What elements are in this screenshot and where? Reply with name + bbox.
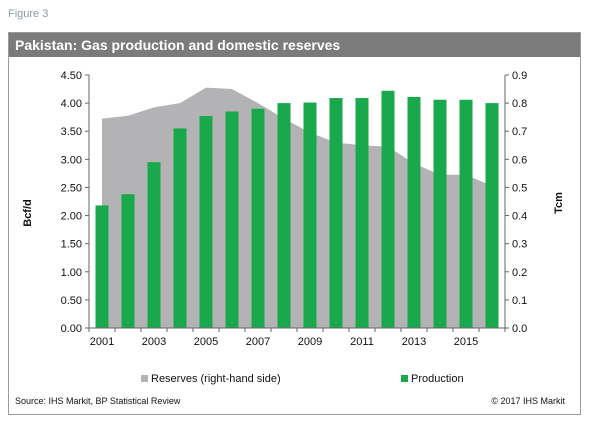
legend-label-production: Production [411, 373, 464, 385]
y-right-tick-label: 0.6 [512, 154, 527, 166]
copyright-note: © 2017 IHS Markit [491, 396, 565, 406]
production-bar-2016 [485, 103, 499, 328]
production-bars-layer [95, 90, 499, 329]
production-bar-2009 [303, 102, 317, 328]
production-bar-2005 [199, 116, 213, 328]
y-right-tick-label: 0.1 [512, 295, 527, 307]
axes-layer [85, 74, 509, 332]
legend-label-reserves: Reserves (right-hand side) [151, 373, 281, 385]
y-left-tick-label: 4.50 [61, 70, 82, 82]
production-bar-2014 [433, 99, 447, 328]
y-left-tick-label: 0.00 [61, 323, 82, 335]
y-left-tick-label: 0.50 [61, 295, 82, 307]
production-bar-2008 [277, 103, 291, 328]
x-tick-label: 2011 [350, 336, 374, 348]
x-tick-label: 2007 [246, 336, 270, 348]
x-tick-label: 2013 [402, 336, 426, 348]
production-bar-2015 [459, 99, 473, 328]
y-left-tick-label: 1.50 [61, 239, 82, 251]
chart-title: Pakistan: Gas production and domestic re… [9, 33, 580, 57]
production-bar-2011 [355, 98, 369, 328]
x-tick-label: 2009 [298, 336, 322, 348]
x-tick-label: 2005 [194, 336, 218, 348]
chart-canvas: 0.00 0.50 1.00 1.50 2.00 2.50 3.00 3.50 4.00 4.50… [15, 70, 565, 406]
source-note: Source: IHS Markit, BP Statistical Revie… [15, 396, 181, 406]
x-tick-label: 2015 [454, 336, 478, 348]
y-left-tick-label: 4.00 [61, 98, 82, 110]
y-left-tick-label: 2.00 [61, 211, 82, 223]
production-bar-2002 [121, 194, 135, 328]
y-right-tick-label: 0.5 [512, 182, 527, 194]
production-bar-2012 [381, 90, 395, 328]
y-right-tick-label: 0.8 [512, 98, 527, 110]
y-left-tick-label: 3.00 [61, 154, 82, 166]
production-bar-2006 [225, 111, 239, 329]
x-tick-label: 2001 [90, 336, 114, 348]
production-bar-2013 [407, 96, 421, 328]
production-bar-2003 [147, 162, 161, 328]
y-left-tick-label: 3.50 [61, 126, 82, 138]
production-bar-2004 [173, 128, 187, 328]
y-right-tick-label: 0.2 [512, 267, 527, 279]
legend: Reserves (right-hand side) Production [141, 373, 464, 385]
tick-labels-layer: 0.00 0.50 1.00 1.50 2.00 2.50 3.00 3.50 4.00 4.50… [61, 70, 528, 348]
production-bar-2001 [95, 205, 109, 328]
y-right-tick-label: 0.3 [512, 239, 527, 251]
y-right-tick-label: 0.4 [512, 211, 527, 223]
figure-label: Figure 3 [8, 8, 49, 20]
legend-swatch-reserves [141, 375, 148, 382]
chart-frame: Pakistan: Gas production and domestic re… [8, 32, 581, 415]
production-bar-2010 [329, 98, 343, 328]
legend-swatch-production [401, 375, 408, 382]
y-left-tick-label: 1.00 [61, 267, 82, 279]
production-bar-2007 [251, 108, 265, 328]
y-left-tick-label: 2.50 [61, 182, 82, 194]
x-tick-label: 2003 [142, 336, 166, 348]
y-axis-right-title: Tcm [553, 192, 565, 214]
y-axis-left-title: Bcf/d [22, 199, 34, 227]
y-right-tick-label: 0.9 [512, 70, 527, 82]
y-right-tick-label: 0.0 [512, 323, 527, 335]
y-right-tick-label: 0.7 [512, 126, 527, 138]
